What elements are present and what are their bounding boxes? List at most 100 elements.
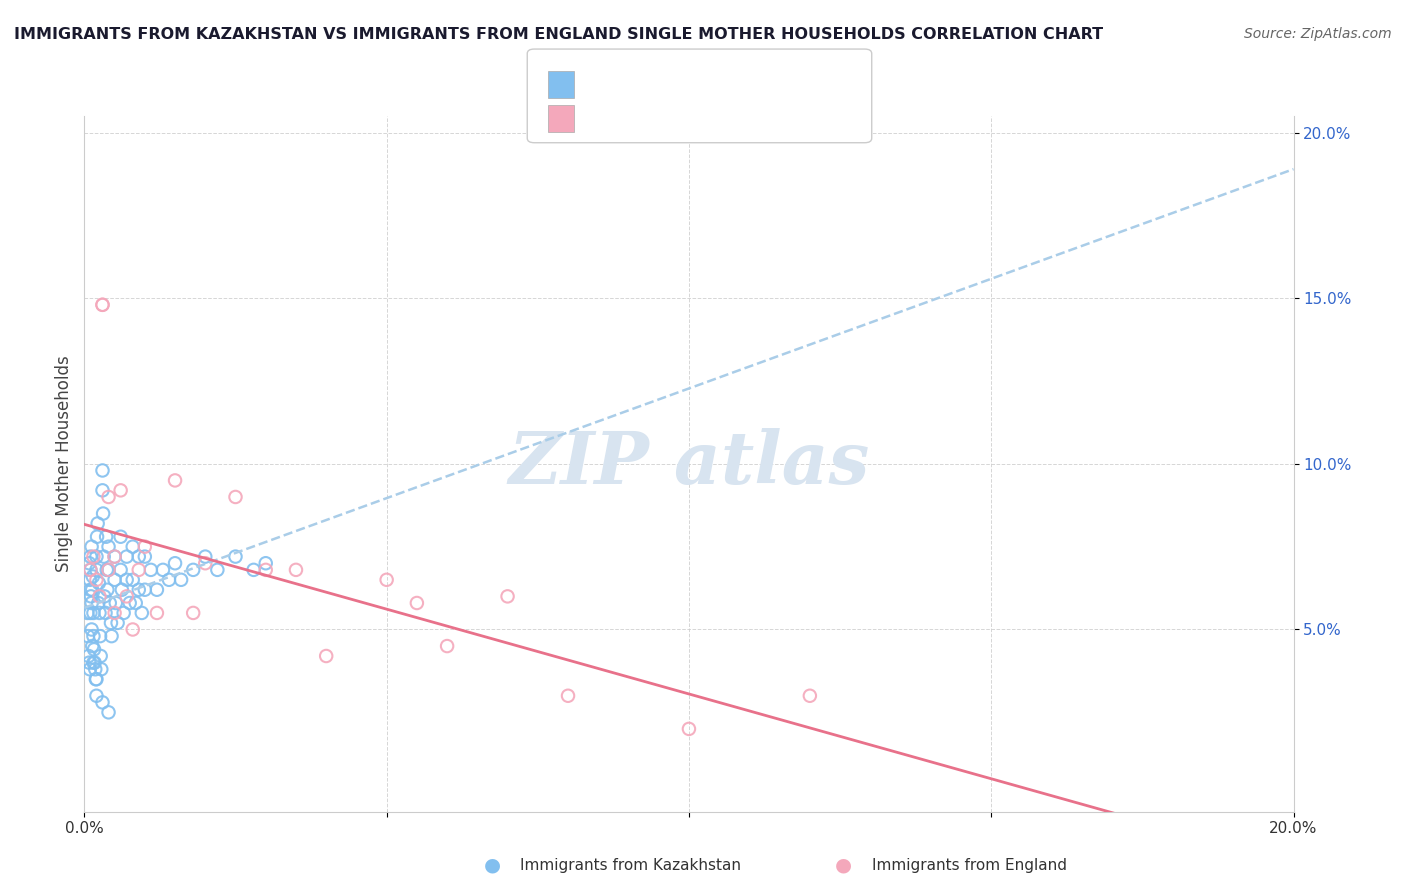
Point [375, 573, 398, 587]
Y-axis label: Single Mother Households: Single Mother Households [55, 356, 73, 572]
Point [84, 672, 107, 686]
Point [98, 596, 121, 610]
Point [134, 549, 156, 564]
Point [104, 606, 127, 620]
Point [79, 573, 101, 587]
Point [100, 615, 122, 630]
Point [121, 573, 143, 587]
Point [83, 656, 105, 670]
Point [194, 549, 217, 564]
Point [110, 563, 132, 577]
Point [118, 596, 141, 610]
Point [86, 516, 108, 531]
Point [315, 648, 337, 663]
Point [82, 582, 104, 597]
Point [125, 596, 148, 610]
Text: Immigrants from England: Immigrants from England [872, 858, 1067, 872]
Point [84, 662, 107, 676]
Point [80, 590, 103, 604]
Point [79, 563, 101, 577]
Point [90, 648, 112, 663]
Point [139, 563, 162, 577]
Point [146, 582, 169, 597]
Point [77, 556, 100, 570]
Point [79, 563, 101, 577]
Point [93, 549, 115, 564]
Point [86, 549, 108, 564]
Point [91, 695, 114, 709]
Text: R = 0.102: R = 0.102 [588, 75, 671, 93]
Point [128, 563, 150, 577]
Point [112, 606, 135, 620]
Point [97, 540, 120, 554]
Point [170, 573, 193, 587]
Point [82, 656, 104, 670]
Point [91, 298, 114, 312]
Point [76, 606, 98, 620]
Point [104, 573, 127, 587]
Point [406, 596, 429, 610]
Point [134, 540, 156, 554]
Point [80, 623, 103, 637]
Text: ●: ● [835, 855, 852, 875]
Point [86, 530, 108, 544]
Point [225, 490, 247, 504]
Point [82, 569, 104, 583]
Point [87, 576, 110, 591]
Point [86, 573, 108, 587]
Point [79, 662, 101, 676]
Point [97, 706, 120, 720]
Point [93, 590, 115, 604]
Point [121, 623, 143, 637]
Point [225, 549, 247, 564]
Point [104, 596, 127, 610]
Point [79, 582, 101, 597]
Point [97, 563, 120, 577]
Point [96, 582, 118, 597]
Point [94, 606, 117, 620]
Point [799, 689, 821, 703]
Point [87, 596, 110, 610]
Point [104, 549, 127, 564]
Point [254, 563, 277, 577]
Point [152, 563, 174, 577]
Text: IMMIGRANTS FROM KAZAKHSTAN VS IMMIGRANTS FROM ENGLAND SINGLE MOTHER HOUSEHOLDS C: IMMIGRANTS FROM KAZAKHSTAN VS IMMIGRANTS… [14, 27, 1104, 42]
Point [110, 530, 132, 544]
Point [77, 656, 100, 670]
Point [115, 590, 138, 604]
Text: R = 0.148: R = 0.148 [588, 109, 671, 127]
Point [100, 629, 122, 643]
Point [91, 507, 114, 521]
Point [131, 606, 153, 620]
Point [128, 582, 150, 597]
Point [181, 563, 204, 577]
Point [91, 483, 114, 498]
Point [90, 662, 112, 676]
Point [79, 549, 101, 564]
Point [436, 639, 458, 653]
Point [86, 689, 108, 703]
Point [163, 474, 186, 488]
Point [157, 573, 180, 587]
Point [284, 563, 308, 577]
Point [121, 540, 143, 554]
Point [678, 722, 700, 736]
Point [82, 629, 104, 643]
Point [557, 689, 579, 703]
Point [94, 530, 117, 544]
Point [207, 563, 229, 577]
Point [77, 629, 100, 643]
Point [89, 606, 111, 620]
Point [86, 563, 108, 577]
Text: ●: ● [484, 855, 501, 875]
Point [97, 490, 120, 504]
Point [194, 556, 217, 570]
Point [89, 590, 111, 604]
Point [80, 596, 103, 610]
Point [107, 615, 129, 630]
Point [254, 556, 277, 570]
Point [115, 573, 138, 587]
Text: Immigrants from Kazakhstan: Immigrants from Kazakhstan [520, 858, 741, 872]
Point [96, 563, 118, 577]
Point [77, 648, 100, 663]
